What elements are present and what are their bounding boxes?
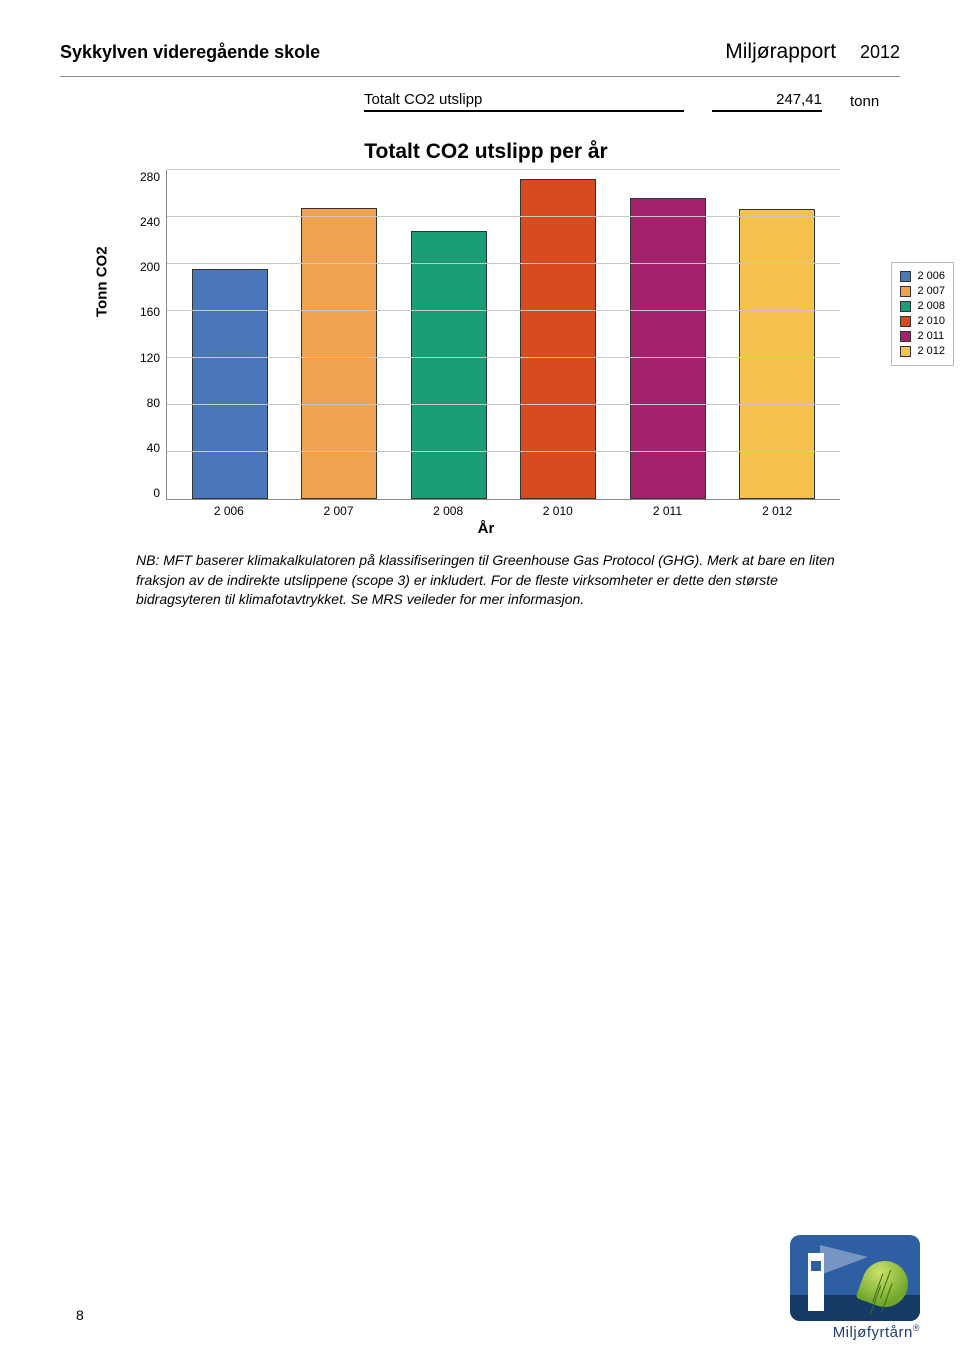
- x-tick: 2 008: [410, 504, 486, 518]
- bar: [411, 231, 487, 499]
- header-divider: [60, 76, 900, 77]
- totals-unit: tonn: [850, 93, 894, 110]
- legend-item: 2 012: [900, 344, 945, 359]
- logo-icon: [790, 1235, 920, 1321]
- footnote: NB: MFT baserer klimakalkulatoren på kla…: [136, 551, 840, 610]
- chart-title: Totalt CO2 utslipp per år: [132, 140, 840, 164]
- totals-value: 247,41: [712, 91, 822, 112]
- legend-label: 2 008: [917, 299, 945, 314]
- legend-swatch: [900, 286, 911, 297]
- chart-legend: 2 0062 0072 0082 0102 0112 012: [891, 262, 954, 366]
- x-tick: 2 011: [630, 504, 706, 518]
- y-tick: 240: [140, 215, 160, 229]
- gridline: [167, 451, 840, 452]
- report-title: Miljørapport: [725, 40, 836, 63]
- legend-swatch: [900, 316, 911, 327]
- legend-item: 2 011: [900, 329, 945, 344]
- x-tick: 2 012: [739, 504, 815, 518]
- y-tick: 80: [147, 396, 160, 410]
- x-tick: 2 007: [301, 504, 377, 518]
- gridline: [167, 216, 840, 217]
- gridline: [167, 404, 840, 405]
- y-tick: 280: [140, 170, 160, 184]
- totals-label: Totalt CO2 utslipp: [364, 91, 684, 112]
- y-tick: 120: [140, 351, 160, 365]
- legend-label: 2 010: [917, 314, 945, 329]
- legend-item: 2 007: [900, 284, 945, 299]
- y-tick: 40: [147, 441, 160, 455]
- page-number: 8: [76, 1307, 84, 1323]
- gridline: [167, 357, 840, 358]
- chart-y-axis: 280 240 200 160 120 80 40 0: [132, 170, 166, 500]
- y-tick: 160: [140, 305, 160, 319]
- gridline: [167, 169, 840, 170]
- chart-bars: [167, 170, 840, 499]
- x-tick: 2 006: [191, 504, 267, 518]
- legend-swatch: [900, 301, 911, 312]
- chart-xlabel: År: [132, 520, 840, 537]
- legend-item: 2 006: [900, 269, 945, 284]
- legend-label: 2 006: [917, 269, 945, 284]
- legend-label: 2 011: [917, 329, 944, 344]
- co2-chart: Totalt CO2 utslipp per år Tonn CO2 28024…: [132, 140, 840, 537]
- x-tick: 2 010: [520, 504, 596, 518]
- legend-swatch: [900, 346, 911, 357]
- y-tick: 0: [153, 486, 160, 500]
- school-name: Sykkylven videregående skole: [60, 42, 320, 63]
- legend-label: 2 007: [917, 284, 945, 299]
- report-year: 2012: [860, 42, 900, 62]
- legend-label: 2 012: [917, 344, 945, 359]
- bar: [192, 269, 268, 499]
- y-tick: 200: [140, 260, 160, 274]
- totals-row: Totalt CO2 utslipp 247,41 tonn: [60, 91, 900, 112]
- legend-item: 2 008: [900, 299, 945, 314]
- chart-x-axis: 2 006 2 007 2 008 2 010 2 011 2 012: [166, 500, 840, 518]
- legend-swatch: [900, 271, 911, 282]
- bar: [301, 208, 377, 499]
- miljofyrtarn-logo: Miljøfyrtårn®: [790, 1235, 920, 1341]
- chart-ylabel: Tonn CO2: [94, 246, 111, 317]
- bar: [630, 198, 706, 499]
- chart-plot-area: 2 0062 0072 0082 0102 0112 012: [166, 170, 840, 500]
- legend-swatch: [900, 331, 911, 342]
- gridline: [167, 263, 840, 264]
- gridline: [167, 310, 840, 311]
- legend-item: 2 010: [900, 314, 945, 329]
- bar: [739, 209, 815, 499]
- logo-text: Miljøfyrtårn®: [790, 1323, 920, 1341]
